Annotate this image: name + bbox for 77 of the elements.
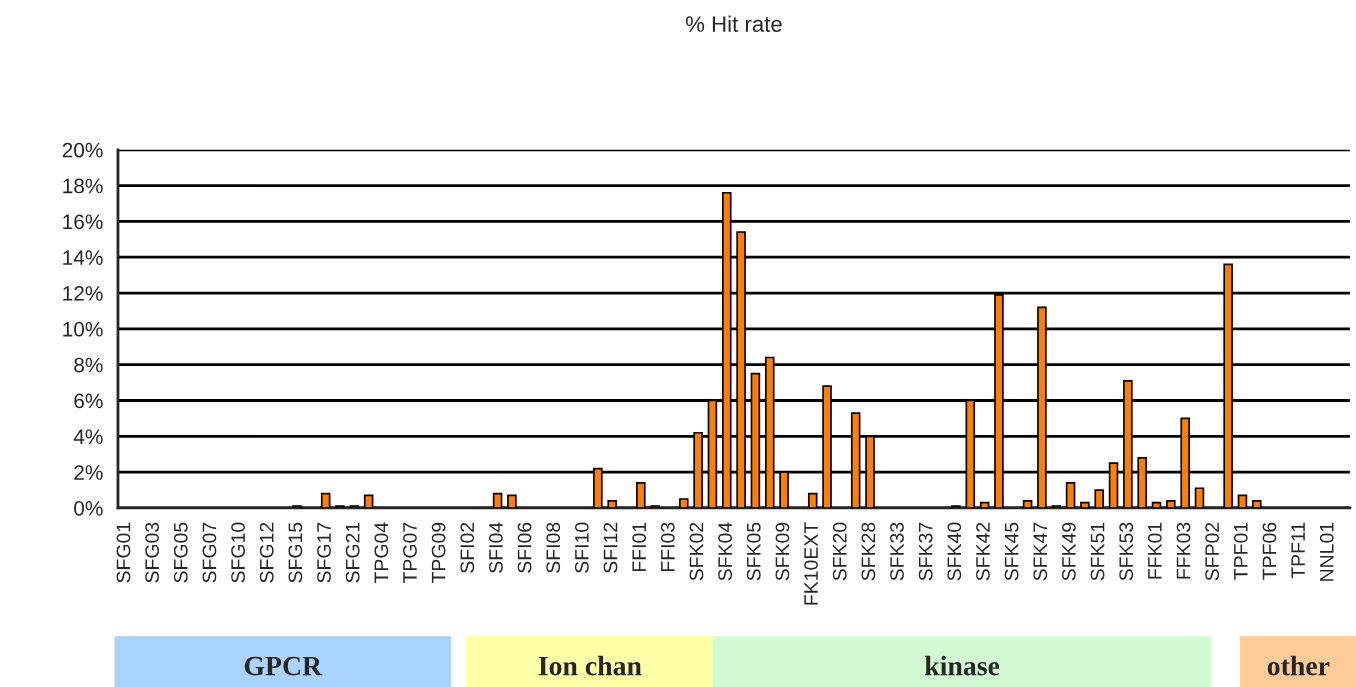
x-tick-label: TPG04 bbox=[374, 522, 389, 584]
x-tick-label: SFK40 bbox=[947, 522, 962, 581]
bar bbox=[507, 494, 517, 508]
x-tick-label: SFG12 bbox=[259, 522, 274, 583]
x-tick-label: SFK51 bbox=[1090, 522, 1105, 581]
text: GPCR bbox=[244, 656, 323, 676]
bar bbox=[1252, 499, 1262, 508]
bar bbox=[363, 494, 374, 508]
x-tick-label: SFG03 bbox=[145, 522, 159, 583]
x-tick-label: FFK01 bbox=[1147, 522, 1162, 579]
x-tick-label: SFK04 bbox=[718, 522, 732, 581]
y-tick-label: 4% bbox=[73, 429, 103, 444]
y-tick-label: 6% bbox=[74, 393, 103, 409]
x-tick-label: SFG05 bbox=[173, 522, 188, 583]
x-tick-label: SFP02 bbox=[1205, 522, 1220, 581]
y-tick-label: 14% bbox=[63, 250, 103, 265]
chart-title: % Hit rate bbox=[685, 15, 782, 32]
bar bbox=[807, 492, 818, 508]
bar bbox=[607, 499, 617, 508]
text: kinase bbox=[924, 655, 1000, 676]
x-tick-label: SFK28 bbox=[861, 522, 876, 581]
x-tick-label: TPF11 bbox=[1291, 522, 1305, 579]
bar bbox=[1065, 482, 1076, 508]
x-tick-label: TPG09 bbox=[431, 522, 446, 584]
bar bbox=[979, 501, 990, 508]
x-tick-label: SFG01 bbox=[116, 522, 131, 583]
x-tick-label: SFI12 bbox=[603, 522, 618, 573]
y-tick-label: 2% bbox=[74, 465, 103, 480]
x-tick-label: SFI02 bbox=[460, 522, 475, 573]
bar bbox=[636, 482, 646, 508]
x-tick-label: SFK37 bbox=[918, 522, 933, 581]
bar bbox=[1237, 494, 1248, 508]
bar bbox=[1151, 501, 1162, 508]
x-tick-label: SFK20 bbox=[832, 522, 847, 581]
x-tick-label: SFG10 bbox=[231, 522, 245, 583]
bar bbox=[1194, 487, 1205, 508]
x-tick-label: SFG15 bbox=[288, 522, 303, 583]
x-tick-label: SFI10 bbox=[574, 522, 589, 573]
x-tick-label: SFK42 bbox=[976, 522, 990, 581]
x-tick-label: SFK05 bbox=[746, 522, 761, 581]
x-tick-label: FK10EXT bbox=[804, 522, 818, 605]
bar bbox=[1166, 499, 1176, 508]
bar bbox=[1094, 489, 1104, 508]
bar bbox=[679, 498, 689, 508]
bar bbox=[1022, 499, 1033, 508]
x-tick-label: TPG07 bbox=[403, 522, 417, 584]
x-tick-label: SFK09 bbox=[775, 522, 790, 581]
x-tick-label: NNL01 bbox=[1319, 522, 1334, 581]
x-tick-label: SFK02 bbox=[689, 522, 704, 581]
x-tick-label: SFK47 bbox=[1033, 522, 1048, 581]
y-tick-label: 12% bbox=[63, 286, 103, 301]
x-tick-label: SFK33 bbox=[890, 522, 904, 581]
x-tick-label: SFI08 bbox=[546, 522, 561, 573]
bar bbox=[320, 492, 331, 508]
x-tick-label: SFK49 bbox=[1062, 522, 1076, 581]
text: other bbox=[1267, 655, 1330, 676]
x-tick-label: SFK45 bbox=[1004, 522, 1019, 581]
x-tick-label: SFG07 bbox=[202, 522, 217, 583]
text: Ion chan bbox=[538, 655, 642, 676]
x-tick-label: SFI06 bbox=[517, 522, 532, 573]
bar bbox=[492, 492, 503, 508]
x-tick-label: SFG21 bbox=[345, 522, 360, 583]
x-tick-label: FFI01 bbox=[632, 522, 647, 572]
x-tick-label: SFI04 bbox=[489, 522, 503, 573]
x-tick-label: FFI03 bbox=[660, 522, 675, 572]
y-tick-label: 18% bbox=[63, 178, 103, 194]
x-tick-label: TPF06 bbox=[1262, 522, 1277, 580]
y-tick-label: 0% bbox=[74, 500, 103, 516]
y-tick-label: 20% bbox=[62, 142, 103, 158]
y-tick-label: 16% bbox=[63, 214, 103, 230]
y-tick-label: 8% bbox=[74, 357, 103, 373]
x-tick-label: SFK53 bbox=[1119, 522, 1134, 581]
x-tick-label: SFG17 bbox=[317, 522, 331, 583]
x-tick-label: TPF01 bbox=[1233, 522, 1248, 580]
bar bbox=[1080, 501, 1090, 508]
y-tick-label: 10% bbox=[63, 321, 103, 337]
x-tick-label: FFK03 bbox=[1176, 522, 1191, 579]
